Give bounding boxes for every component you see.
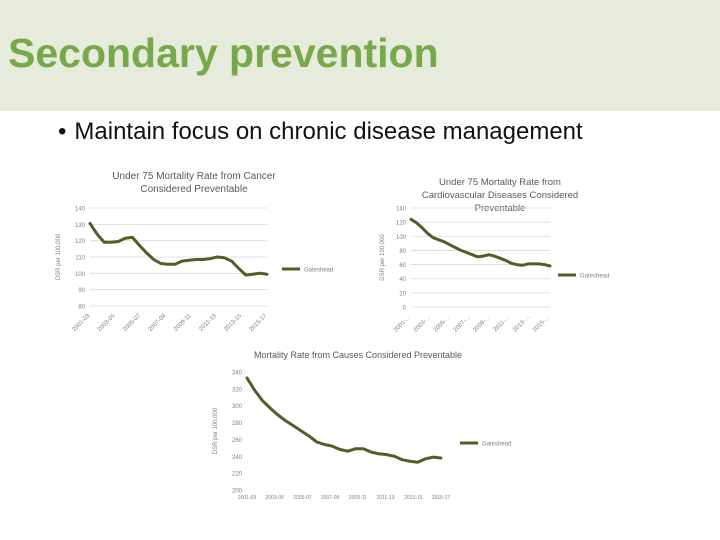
y-tick-label: 260 [232, 438, 243, 444]
x-tick-label: 2013-15 [223, 313, 243, 333]
x-tick-label: 2007-09 [147, 313, 167, 333]
chart-causes-preventable: Mortality Rate from Causes Considered Pr… [213, 350, 511, 501]
y-tick-label: 130 [75, 223, 86, 229]
x-tick-label: 2015-… [532, 314, 551, 332]
x-tick-label: 2009-11 [349, 495, 367, 501]
x-tick-label: 2001-… [393, 314, 412, 332]
x-tick-label: 2015-17 [432, 495, 451, 501]
y-tick-label: 80 [399, 249, 406, 255]
y-tick-label: 20 [399, 291, 406, 297]
chart-title-line: Cardiovascular Diseases Considered [422, 190, 578, 201]
legend-label: Gateshead [304, 268, 333, 274]
x-tick-label: 2013-… [512, 314, 531, 332]
y-tick-label: 0 [403, 306, 407, 312]
y-axis-label: DSR per 100,000 [213, 407, 219, 454]
y-tick-label: 200 [232, 489, 243, 495]
y-axis-label: DSR per 100,000 [380, 234, 386, 281]
x-tick-label: 2005-… [433, 314, 452, 332]
series-line [245, 376, 443, 464]
x-tick-label: 2011-13 [377, 495, 395, 501]
y-tick-label: 140 [75, 207, 86, 213]
legend-label: Gateshead [580, 274, 609, 280]
y-tick-label: 140 [396, 207, 407, 213]
series-line [88, 222, 269, 277]
y-tick-label: 300 [232, 404, 243, 410]
y-tick-label: 80 [78, 305, 85, 311]
x-tick-label: 2011-13 [198, 313, 218, 333]
title-banner [0, 0, 720, 111]
y-tick-label: 100 [396, 235, 407, 241]
bullet-text: Maintain focus on chronic disease manage… [74, 118, 583, 145]
y-tick-label: 320 [232, 387, 243, 393]
y-tick-label: 100 [75, 272, 86, 278]
x-tick-label: 2005-07 [293, 495, 312, 501]
y-tick-label: 340 [232, 371, 243, 377]
x-tick-label: 2005-07 [122, 313, 142, 333]
y-tick-label: 240 [232, 455, 243, 461]
x-tick-label: 2009-11 [173, 313, 193, 333]
x-tick-label: 2001-03 [72, 313, 92, 333]
chart-cvd-preventable: Under 75 Mortality Rate from Cardiovascul… [380, 177, 609, 332]
y-axis-label: DSR per 100,000 [56, 233, 62, 280]
x-tick-label: 2003-05 [266, 495, 285, 501]
x-tick-label: 2001-03 [238, 495, 257, 501]
chart-title-line: Under 75 Mortality Rate from [439, 177, 561, 188]
chart-title-line: Considered Preventable [140, 184, 248, 195]
x-tick-label: 2009-… [472, 314, 491, 332]
y-tick-label: 120 [396, 221, 407, 227]
y-tick-label: 110 [75, 256, 85, 262]
chart-title-line: Preventable [475, 203, 526, 214]
x-tick-label: 2007-… [453, 314, 472, 332]
y-tick-label: 90 [78, 288, 85, 294]
bullet-point: • Maintain focus on chronic disease manag… [58, 118, 583, 146]
x-tick-label: 2015-17 [249, 313, 269, 333]
x-tick-label: 2003-05 [97, 313, 117, 333]
slide-title: Secondary prevention [8, 30, 439, 76]
chart-cancer-preventable: Under 75 Mortality Rate from Cancer Consi… [56, 171, 333, 333]
chart-title-line: Mortality Rate from Causes Considered Pr… [254, 350, 462, 360]
x-tick-label: 2003-… [413, 314, 432, 332]
y-tick-label: 280 [232, 421, 243, 427]
x-tick-label: 2007-09 [321, 495, 340, 501]
x-tick-label: 2013-15 [404, 495, 423, 501]
y-tick-label: 120 [75, 239, 86, 245]
legend-label: Gateshead [482, 442, 511, 448]
chart-title-line: Under 75 Mortality Rate from Cancer [112, 171, 276, 182]
bullet-marker: • [58, 118, 67, 145]
x-tick-label: 2011-… [493, 314, 512, 332]
y-tick-label: 220 [232, 472, 243, 478]
y-tick-label: 60 [399, 263, 406, 269]
series-line [409, 217, 552, 268]
y-tick-label: 40 [399, 277, 406, 283]
